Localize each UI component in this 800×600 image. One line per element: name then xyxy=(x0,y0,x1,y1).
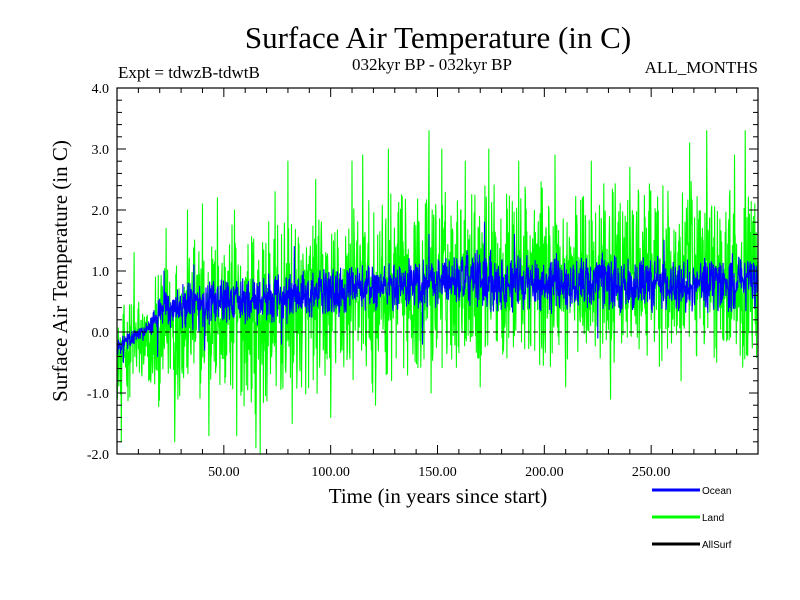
months-label: ALL_MONTHS xyxy=(645,58,758,77)
x-tick-label: 100.00 xyxy=(311,465,350,480)
legend-label-allsurf: AllSurf xyxy=(702,540,732,551)
period-label: 032kyr BP - 032kyr BP xyxy=(352,55,512,74)
y-tick-label: 3.0 xyxy=(92,143,110,158)
x-tick-label: 250.00 xyxy=(632,465,671,480)
y-tick-label: -1.0 xyxy=(87,387,109,402)
legend-label-land: Land xyxy=(702,513,724,524)
x-tick-label: 200.00 xyxy=(525,465,564,480)
x-axis-label: Time (in years since start) xyxy=(329,484,548,508)
ticks-layer: -2.0 -1.0 0.0 1.0 2.0 3.0 4.0 50.00 100.00 150.00… xyxy=(87,82,758,480)
experiment-label: Expt = tdwzB-tdwtB xyxy=(118,63,260,82)
series-line-ocean xyxy=(117,221,758,364)
chart-title: Surface Air Temperature (in C) xyxy=(245,20,631,55)
series-ocean xyxy=(117,221,758,364)
series-layer xyxy=(117,130,758,454)
x-tick-label: 150.00 xyxy=(418,465,457,480)
legend: Ocean Land AllSurf xyxy=(652,486,732,551)
y-tick-label: -2.0 xyxy=(87,448,109,463)
y-tick-label: 1.0 xyxy=(92,265,110,280)
y-axis-label: Surface Air Temperature (in C) xyxy=(48,140,72,402)
y-tick-label: 4.0 xyxy=(92,82,110,97)
legend-label-ocean: Ocean xyxy=(702,486,731,497)
y-tick-label: 2.0 xyxy=(92,204,110,219)
y-tick-label: 0.0 xyxy=(92,326,110,341)
x-tick-label: 50.00 xyxy=(208,465,240,480)
